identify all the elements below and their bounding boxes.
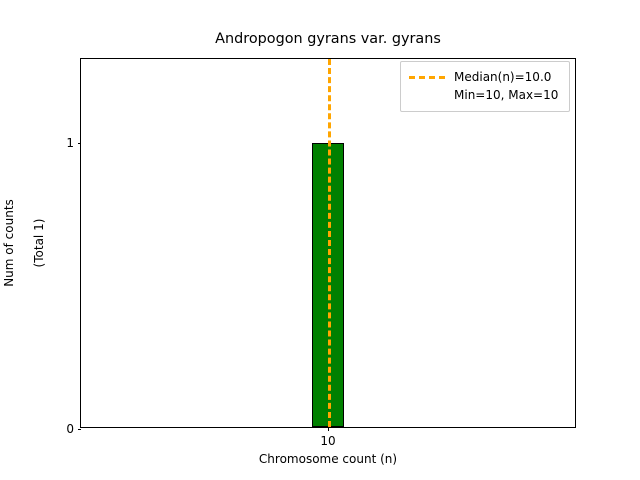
y-axis-label-line2: (Total 1) bbox=[31, 218, 46, 268]
y-ticklabel-0: 0 bbox=[66, 421, 74, 436]
legend-label-median: Median(n)=10.0 bbox=[454, 70, 552, 84]
x-ticklabel-10: 10 bbox=[320, 434, 336, 448]
legend-entry-median: Median(n)=10.0 bbox=[409, 68, 561, 86]
legend-label-minmax: Min=10, Max=10 bbox=[454, 88, 559, 102]
x-axis-label: Chromosome count (n) bbox=[258, 452, 398, 466]
dashed-line-icon bbox=[409, 75, 445, 79]
y-axis-label-line1: Num of counts bbox=[1, 199, 16, 287]
plot-axes: 0 1 10 bbox=[66, 58, 576, 448]
plot-area bbox=[81, 59, 575, 427]
legend-entry-minmax: Min=10, Max=10 bbox=[409, 86, 561, 104]
y-tick-1 bbox=[77, 143, 81, 145]
y-ticklabel-1: 1 bbox=[66, 136, 74, 151]
y-axis-label: Num of counts (Total 1) bbox=[0, 58, 48, 428]
legend[interactable]: Median(n)=10.0 Min=10, Max=10 bbox=[400, 61, 570, 112]
median-line bbox=[328, 59, 331, 427]
x-tick-10 bbox=[328, 427, 329, 431]
page-title: Andropogon gyrans var. gyrans bbox=[215, 31, 441, 47]
y-tick-0 bbox=[77, 428, 81, 430]
